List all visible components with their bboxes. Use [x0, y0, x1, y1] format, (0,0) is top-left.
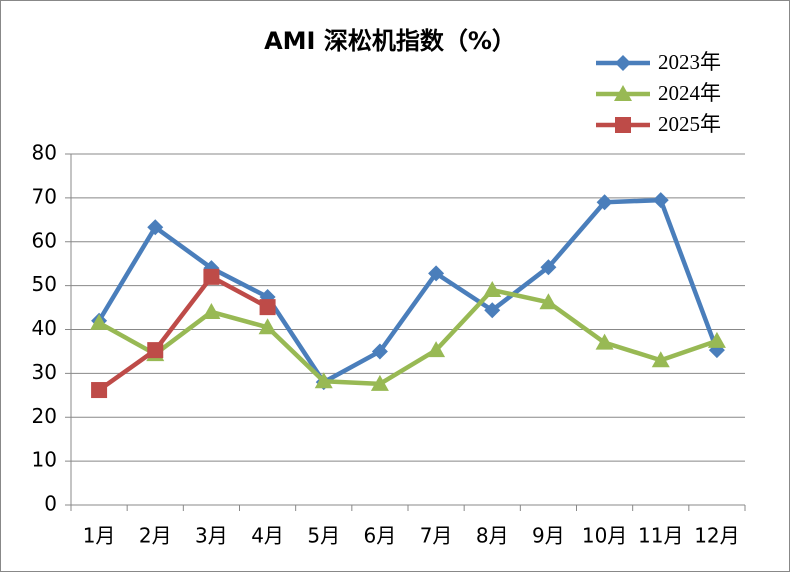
legend-marker — [614, 85, 632, 101]
marker — [427, 341, 446, 358]
x-tick-label: 1月 — [83, 524, 116, 548]
marker — [651, 351, 670, 368]
marker — [707, 331, 726, 348]
marker — [540, 259, 557, 276]
marker — [371, 343, 388, 360]
y-tick-label: 50 — [32, 272, 57, 296]
x-tick-label: 2月 — [139, 524, 172, 548]
x-tick-label: 10月 — [582, 524, 627, 548]
x-tick-label: 4月 — [251, 524, 284, 548]
marker — [90, 313, 109, 330]
marker — [203, 268, 220, 285]
marker — [147, 342, 164, 359]
y-tick-label: 0 — [44, 492, 57, 516]
x-tick-label: 12月 — [694, 524, 739, 548]
chart-title: AMI 深松机指数（%） — [264, 27, 516, 55]
x-tick-label: 3月 — [195, 524, 228, 548]
marker — [539, 293, 558, 310]
marker — [147, 219, 164, 236]
marker — [483, 281, 502, 298]
marker — [595, 333, 614, 350]
marker — [258, 318, 277, 335]
y-tick-label: 30 — [32, 360, 57, 384]
x-tick-label: 7月 — [420, 524, 453, 548]
y-tick-label: 60 — [32, 228, 57, 252]
y-tick-label: 20 — [32, 404, 57, 428]
x-tick-label: 9月 — [532, 524, 565, 548]
series-line — [97, 287, 718, 387]
x-tick-label: 6月 — [364, 524, 397, 548]
legend-label: 2024年 — [658, 81, 721, 105]
y-tick-label: 80 — [32, 141, 57, 165]
y-tick-label: 40 — [32, 316, 57, 340]
legend-label: 2025年 — [658, 112, 721, 136]
legend-marker — [615, 117, 631, 133]
y-tick-label: 10 — [32, 448, 57, 472]
x-tick-label: 5月 — [307, 524, 340, 548]
marker — [484, 302, 501, 319]
marker — [596, 194, 613, 211]
marker — [259, 299, 276, 316]
series-line — [97, 197, 720, 385]
legend-label: 2023年 — [658, 50, 721, 74]
x-tick-label: 8月 — [476, 524, 509, 548]
marker — [428, 265, 445, 282]
x-tick-label: 11月 — [638, 524, 683, 548]
series-line — [97, 274, 269, 392]
marker — [314, 372, 333, 389]
legend-marker — [615, 55, 631, 71]
marker — [91, 382, 108, 399]
marker — [652, 192, 669, 209]
marker — [202, 302, 221, 319]
y-tick-label: 70 — [32, 184, 57, 208]
marker — [370, 374, 389, 391]
